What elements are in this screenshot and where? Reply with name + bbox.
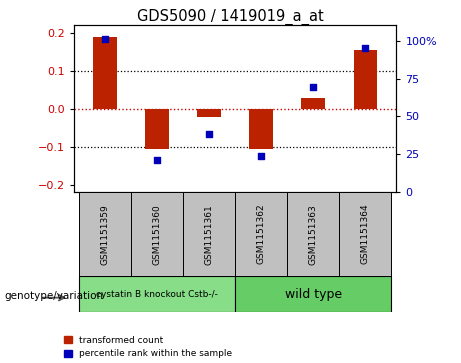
Text: GSM1151362: GSM1151362	[257, 204, 266, 265]
Bar	[79, 192, 131, 276]
Point	[361, 45, 369, 51]
Point	[154, 157, 161, 163]
Bar	[79, 276, 235, 312]
Text: GSM1151364: GSM1151364	[361, 204, 370, 265]
Point	[309, 84, 317, 90]
Bar	[301, 98, 325, 109]
Point	[257, 154, 265, 159]
Text: GSM1151360: GSM1151360	[153, 204, 161, 265]
Bar	[339, 192, 391, 276]
Text: GSM1151363: GSM1151363	[309, 204, 318, 265]
Text: genotype/variation: genotype/variation	[5, 291, 104, 301]
Bar	[93, 37, 117, 109]
Bar	[235, 192, 287, 276]
Bar	[197, 109, 221, 117]
Text: GSM1151359: GSM1151359	[100, 204, 110, 265]
Text: GDS5090 / 1419019_a_at: GDS5090 / 1419019_a_at	[137, 9, 324, 25]
Text: cystatin B knockout Cstb-/-: cystatin B knockout Cstb-/-	[96, 290, 218, 298]
Point	[206, 131, 213, 136]
Bar	[354, 50, 377, 109]
Bar	[249, 109, 273, 149]
Bar	[183, 192, 235, 276]
Text: GSM1151361: GSM1151361	[205, 204, 213, 265]
Bar	[235, 276, 391, 312]
Legend: transformed count, percentile rank within the sample: transformed count, percentile rank withi…	[65, 336, 232, 359]
Bar	[131, 192, 183, 276]
Text: wild type: wild type	[284, 287, 342, 301]
Bar	[287, 192, 339, 276]
Bar	[145, 109, 169, 149]
Point	[101, 36, 109, 42]
